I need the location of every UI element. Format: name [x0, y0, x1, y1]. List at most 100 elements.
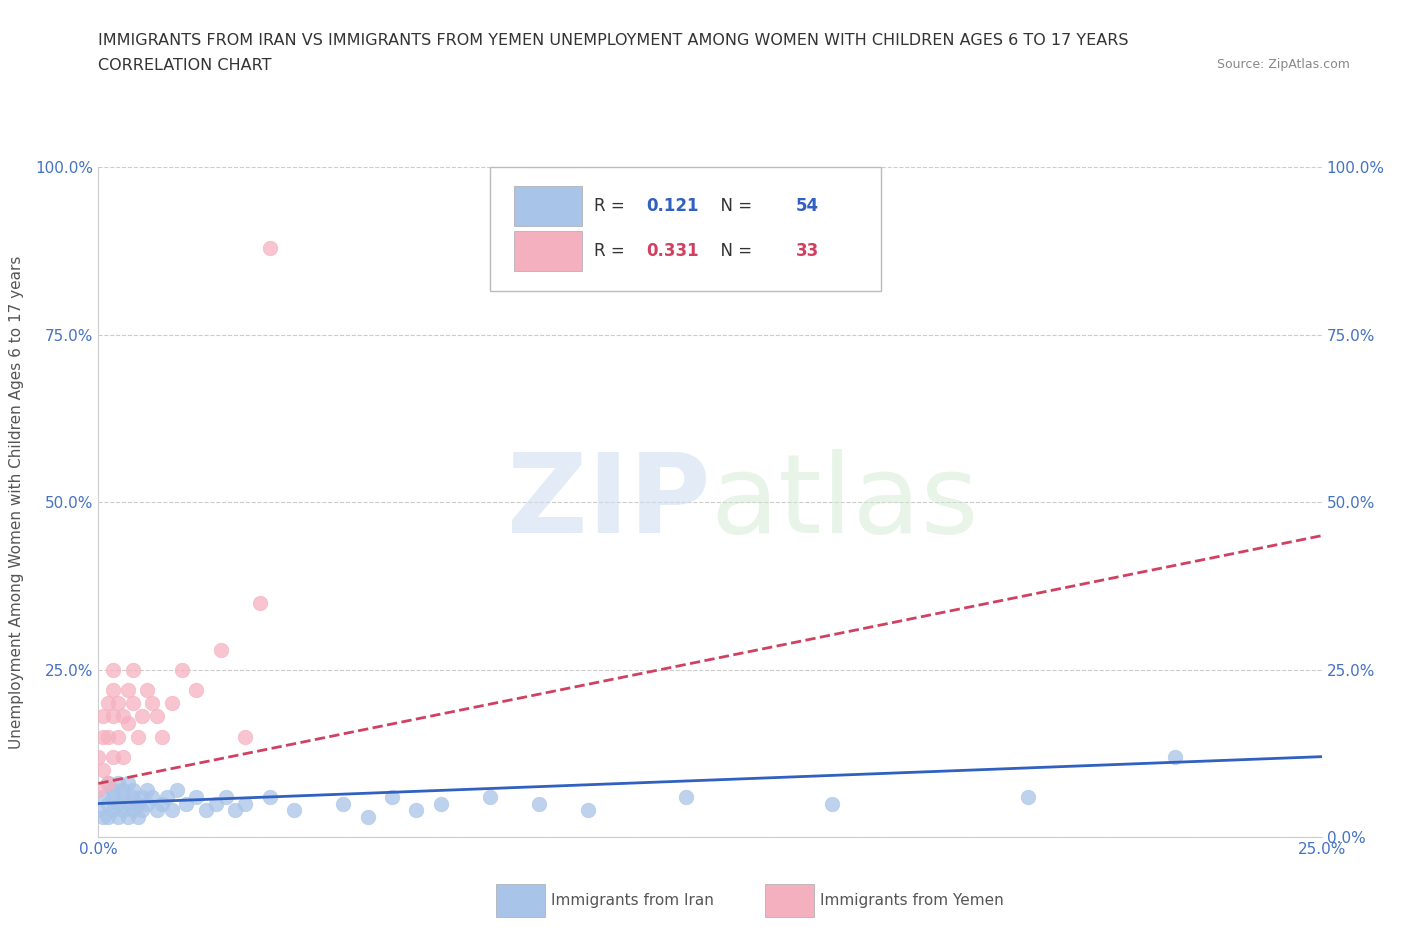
- Point: [91, 729, 114, 744]
- Point: [131, 790, 153, 804]
- Point: [259, 240, 281, 255]
- Point: [121, 803, 143, 817]
- Point: [127, 796, 149, 811]
- Text: Immigrants from Iran: Immigrants from Iran: [551, 893, 714, 908]
- Point: [141, 790, 163, 804]
- Point: [121, 662, 143, 677]
- Point: [87, 783, 110, 798]
- Point: [127, 729, 149, 744]
- Point: [160, 696, 183, 711]
- Point: [233, 729, 256, 744]
- Text: N =: N =: [710, 197, 758, 215]
- Point: [214, 790, 236, 804]
- Point: [121, 783, 143, 798]
- Text: 54: 54: [796, 197, 818, 215]
- Point: [166, 783, 188, 798]
- Point: [150, 729, 173, 744]
- Point: [101, 683, 124, 698]
- Text: R =: R =: [593, 242, 630, 260]
- Point: [131, 709, 153, 724]
- Point: [146, 803, 169, 817]
- Point: [101, 803, 124, 817]
- Point: [186, 790, 208, 804]
- Point: [97, 776, 120, 790]
- Text: N =: N =: [710, 242, 758, 260]
- Text: CORRELATION CHART: CORRELATION CHART: [98, 58, 271, 73]
- Point: [150, 796, 173, 811]
- Point: [131, 803, 153, 817]
- Point: [430, 796, 453, 811]
- Point: [101, 662, 124, 677]
- Point: [170, 662, 193, 677]
- Point: [111, 803, 134, 817]
- Point: [121, 696, 143, 711]
- Point: [91, 709, 114, 724]
- Point: [87, 803, 110, 817]
- Point: [111, 783, 134, 798]
- Point: [91, 790, 114, 804]
- Text: 33: 33: [796, 242, 818, 260]
- Point: [97, 696, 120, 711]
- Text: 0.331: 0.331: [647, 242, 699, 260]
- Point: [111, 790, 134, 804]
- Point: [146, 709, 169, 724]
- Point: [101, 750, 124, 764]
- Point: [117, 683, 139, 698]
- Point: [405, 803, 427, 817]
- FancyBboxPatch shape: [515, 231, 582, 272]
- Point: [259, 790, 281, 804]
- Point: [87, 750, 110, 764]
- Text: 0.121: 0.121: [647, 197, 699, 215]
- Point: [249, 595, 271, 610]
- Y-axis label: Unemployment Among Women with Children Ages 6 to 17 years: Unemployment Among Women with Children A…: [10, 256, 24, 749]
- Point: [156, 790, 179, 804]
- Point: [160, 803, 183, 817]
- FancyBboxPatch shape: [496, 884, 546, 917]
- Point: [332, 796, 354, 811]
- Point: [107, 776, 129, 790]
- Text: atlas: atlas: [710, 448, 979, 556]
- Point: [111, 709, 134, 724]
- Point: [121, 790, 143, 804]
- Point: [101, 709, 124, 724]
- Point: [97, 809, 120, 824]
- Point: [527, 796, 550, 811]
- Point: [576, 803, 599, 817]
- Point: [186, 683, 208, 698]
- Point: [97, 729, 120, 744]
- Point: [97, 796, 120, 811]
- Point: [107, 809, 129, 824]
- Point: [1164, 750, 1187, 764]
- Point: [283, 803, 305, 817]
- Point: [233, 796, 256, 811]
- Point: [205, 796, 228, 811]
- FancyBboxPatch shape: [765, 884, 814, 917]
- Text: R =: R =: [593, 197, 630, 215]
- Point: [107, 796, 129, 811]
- Point: [821, 796, 844, 811]
- Point: [136, 796, 159, 811]
- Point: [101, 783, 124, 798]
- Point: [209, 642, 232, 657]
- Point: [117, 796, 139, 811]
- Point: [478, 790, 501, 804]
- Point: [117, 716, 139, 731]
- Text: Source: ZipAtlas.com: Source: ZipAtlas.com: [1216, 58, 1350, 71]
- Point: [136, 783, 159, 798]
- Point: [381, 790, 404, 804]
- Point: [224, 803, 246, 817]
- Point: [1017, 790, 1039, 804]
- Point: [136, 683, 159, 698]
- Point: [107, 729, 129, 744]
- Point: [176, 796, 198, 811]
- Point: [97, 776, 120, 790]
- FancyBboxPatch shape: [489, 167, 882, 291]
- Point: [117, 809, 139, 824]
- Text: Immigrants from Yemen: Immigrants from Yemen: [820, 893, 1004, 908]
- Point: [127, 809, 149, 824]
- Point: [675, 790, 697, 804]
- Point: [117, 776, 139, 790]
- Point: [356, 809, 378, 824]
- FancyBboxPatch shape: [515, 186, 582, 226]
- Point: [91, 809, 114, 824]
